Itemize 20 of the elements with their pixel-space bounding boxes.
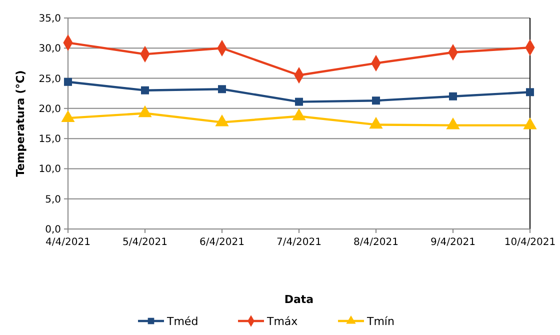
x-tick-label: 4/4/2021 xyxy=(46,237,90,248)
y-tick-label: 5,0 xyxy=(45,194,61,206)
y-tick-label: 15,0 xyxy=(38,134,61,146)
legend-label: Tméd xyxy=(166,314,198,328)
legend-label: Tmáx xyxy=(266,314,298,328)
x-tick-label: 8/4/2021 xyxy=(354,237,398,248)
x-tick-label: 10/4/2021 xyxy=(504,237,556,248)
x-tick-label: 5/4/2021 xyxy=(122,237,168,248)
y-tick-label: 30,0 xyxy=(38,44,61,55)
y-tick-label: 35,0 xyxy=(38,14,61,24)
x-tick-label: 9/4/2021 xyxy=(430,237,476,248)
x-tick-label: 6/4/2021 xyxy=(200,237,244,248)
y-axis-title: Temperatura (°C) xyxy=(14,70,27,177)
y-tick-label: 20,0 xyxy=(38,104,61,115)
x-tick-label: 7/4/2021 xyxy=(276,237,322,248)
y-tick-label: 10,0 xyxy=(38,164,61,176)
x-axis-title: Data xyxy=(284,293,314,306)
y-tick-label: 0,0 xyxy=(45,224,61,236)
y-tick-label: 25,0 xyxy=(38,74,61,85)
legend-label: Tmín xyxy=(366,314,394,328)
